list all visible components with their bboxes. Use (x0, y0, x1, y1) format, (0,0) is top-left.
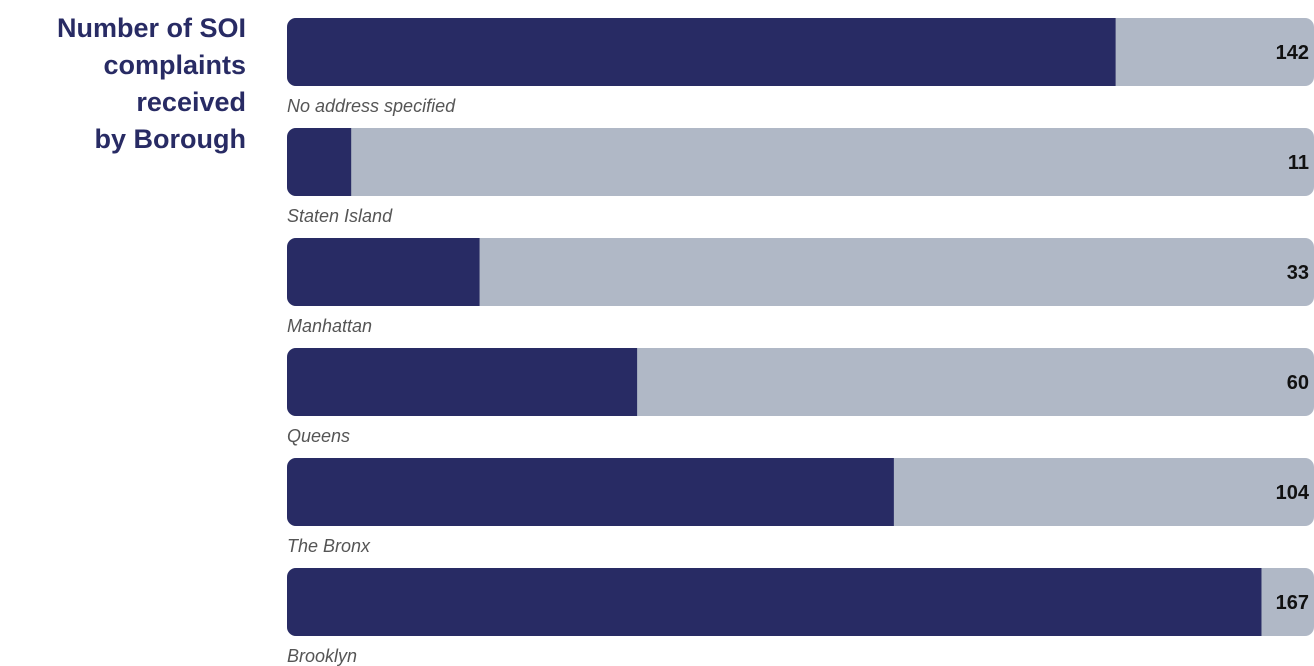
bar-value-label: 142 (1276, 42, 1309, 64)
bar-group: 33 Manhattan (287, 238, 1314, 336)
chart-title: Number of SOI complaints received by Bor… (0, 10, 246, 158)
bar-group: 142 No address specified (287, 18, 1314, 116)
bar-value-label: 11 (1288, 152, 1309, 174)
bar-value-label: 167 (1276, 592, 1309, 614)
bar (287, 568, 1262, 636)
chart-title-line-3: received (136, 87, 246, 117)
bar-track (287, 128, 1314, 196)
chart-title-line-2: complaints (103, 50, 246, 80)
bar (287, 458, 894, 526)
category-label: Brooklyn (287, 646, 357, 666)
category-label: Staten Island (287, 206, 393, 226)
bar-value-label: 60 (1287, 372, 1309, 394)
bar-group: 104 The Bronx (287, 458, 1314, 556)
bar (287, 348, 638, 416)
bar (287, 128, 352, 196)
category-label: No address specified (287, 96, 456, 116)
bar-group: 11 Staten Island (287, 128, 1314, 226)
bar-value-label: 33 (1287, 262, 1309, 284)
bar-group: 60 Queens (287, 348, 1314, 446)
bar-group: 167 Brooklyn (287, 568, 1314, 666)
bar-track (287, 238, 1314, 306)
category-label: The Bronx (287, 536, 371, 556)
bar-value-label: 104 (1276, 482, 1310, 504)
bar (287, 18, 1116, 86)
chart-title-line-1: Number of SOI (56, 13, 246, 43)
category-label: Queens (287, 426, 350, 446)
chart-title-line-4: by Borough (94, 124, 246, 154)
bar (287, 238, 480, 306)
category-label: Manhattan (287, 316, 372, 336)
